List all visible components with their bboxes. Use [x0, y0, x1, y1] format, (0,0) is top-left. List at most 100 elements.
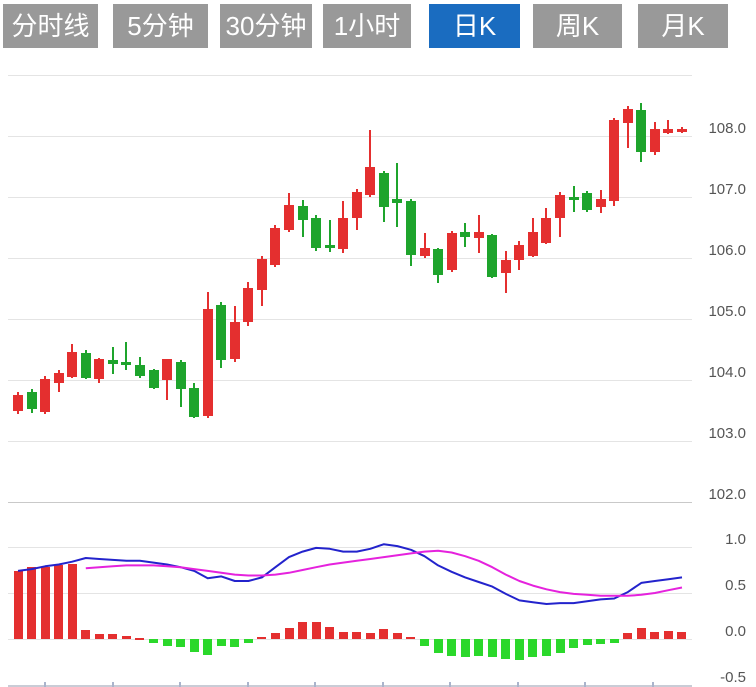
candle-body [460, 232, 471, 237]
price-axis-label: 106.0 [708, 242, 746, 259]
candle-body [500, 259, 511, 274]
price-gridline [8, 380, 692, 381]
candle-body [514, 245, 525, 260]
candle-body [568, 197, 579, 201]
candle-wick [423, 232, 426, 258]
candle-body [392, 198, 403, 204]
x-axis [8, 685, 692, 687]
macd-histogram-bar [420, 639, 429, 647]
macd-histogram-bar [650, 631, 660, 639]
candle-body [148, 370, 159, 388]
macd-histogram-bar [677, 631, 687, 639]
x-axis-tick [44, 682, 46, 687]
macd-histogram-bar [365, 632, 375, 639]
macd-gridline [8, 593, 692, 594]
candle-body [419, 248, 430, 257]
candle-body [270, 228, 281, 265]
macd-histogram-bar [433, 639, 443, 653]
price-axis-label: 104.0 [708, 364, 746, 381]
macd-histogram-bar [284, 627, 294, 639]
macd-histogram-bar [352, 631, 362, 639]
candle-wick [125, 342, 128, 371]
tab-30分钟[interactable]: 30分钟 [220, 4, 312, 48]
candle-body [202, 309, 213, 416]
candle-body [162, 359, 173, 380]
macd-histogram-bar [54, 565, 64, 639]
macd-histogram-bar [663, 630, 673, 639]
macd-histogram-bar [135, 638, 145, 641]
tab-1小时[interactable]: 1小时 [323, 4, 411, 48]
candle-body [595, 198, 606, 207]
candle-body [609, 120, 620, 202]
macd-histogram-bar [94, 634, 104, 639]
price-gridline [8, 75, 692, 76]
macd-histogram-bar [257, 637, 267, 640]
tab-5分钟[interactable]: 5分钟 [113, 4, 208, 48]
candle-body [649, 129, 660, 152]
tab-周K[interactable]: 周K [533, 4, 622, 48]
price-gridline [8, 197, 692, 198]
dea-line [85, 549, 683, 597]
candle-body [26, 392, 37, 410]
tab-月K[interactable]: 月K [638, 4, 728, 48]
macd-histogram-bar [203, 639, 213, 655]
macd-histogram-bar [447, 639, 457, 656]
candle-body [189, 387, 200, 418]
candle-body [107, 359, 118, 365]
macd-gridline [8, 547, 692, 548]
candle-body [663, 129, 674, 133]
candle-body [80, 353, 91, 379]
macd-histogram-bar [311, 622, 321, 639]
x-axis-tick [584, 682, 586, 687]
candle-body [527, 231, 538, 257]
price-axis-label: 102.0 [708, 486, 746, 503]
macd-histogram-bar [13, 570, 23, 639]
macd-histogram-bar [609, 639, 619, 643]
x-axis-tick [516, 682, 519, 687]
macd-histogram-bar [27, 567, 37, 639]
candle-body [473, 231, 484, 238]
price-axis-label: 103.0 [708, 425, 746, 442]
macd-histogram-bar [636, 627, 646, 639]
macd-histogram-bar [596, 639, 606, 644]
macd-histogram-bar [189, 639, 199, 652]
x-axis-tick [111, 682, 114, 687]
tab-分时线[interactable]: 分时线 [3, 4, 98, 48]
macd-histogram-bar [298, 622, 308, 639]
price-axis-label: 105.0 [708, 303, 746, 320]
candle-body [433, 248, 444, 276]
candle-body [365, 167, 376, 196]
x-axis-tick [179, 682, 181, 687]
price-gridline [8, 502, 692, 503]
macd-histogram-bar [108, 634, 118, 639]
macd-histogram-bar [392, 633, 402, 639]
candle-body [541, 217, 552, 243]
macd-histogram-bar [81, 629, 91, 639]
macd-axis-label: 1.0 [725, 531, 746, 548]
candle-wick [667, 120, 670, 135]
price-gridline [8, 441, 692, 442]
macd-histogram-bar [555, 639, 565, 653]
macd-histogram-bar [528, 639, 538, 658]
candle-wick [328, 220, 331, 252]
candle-body [67, 351, 78, 377]
macd-histogram-bar [501, 639, 511, 660]
candle-body [40, 378, 51, 412]
price-gridline [8, 319, 692, 320]
candle-body [229, 322, 240, 360]
candle-body [297, 206, 308, 221]
tab-日K[interactable]: 日K [429, 4, 520, 48]
macd-histogram-bar [149, 639, 158, 643]
candle-body [311, 217, 322, 249]
macd-axis-label: 0.0 [725, 623, 746, 640]
candle-body [622, 109, 633, 124]
macd-histogram-bar [270, 633, 280, 639]
price-gridline [8, 136, 692, 137]
price-axis-label: 108.0 [708, 120, 746, 137]
macd-axis-label: -0.5 [720, 669, 746, 686]
macd-histogram-bar [40, 567, 50, 639]
candle-wick [369, 129, 372, 197]
candle-wick [626, 106, 629, 149]
macd-histogram-bar [216, 639, 226, 647]
